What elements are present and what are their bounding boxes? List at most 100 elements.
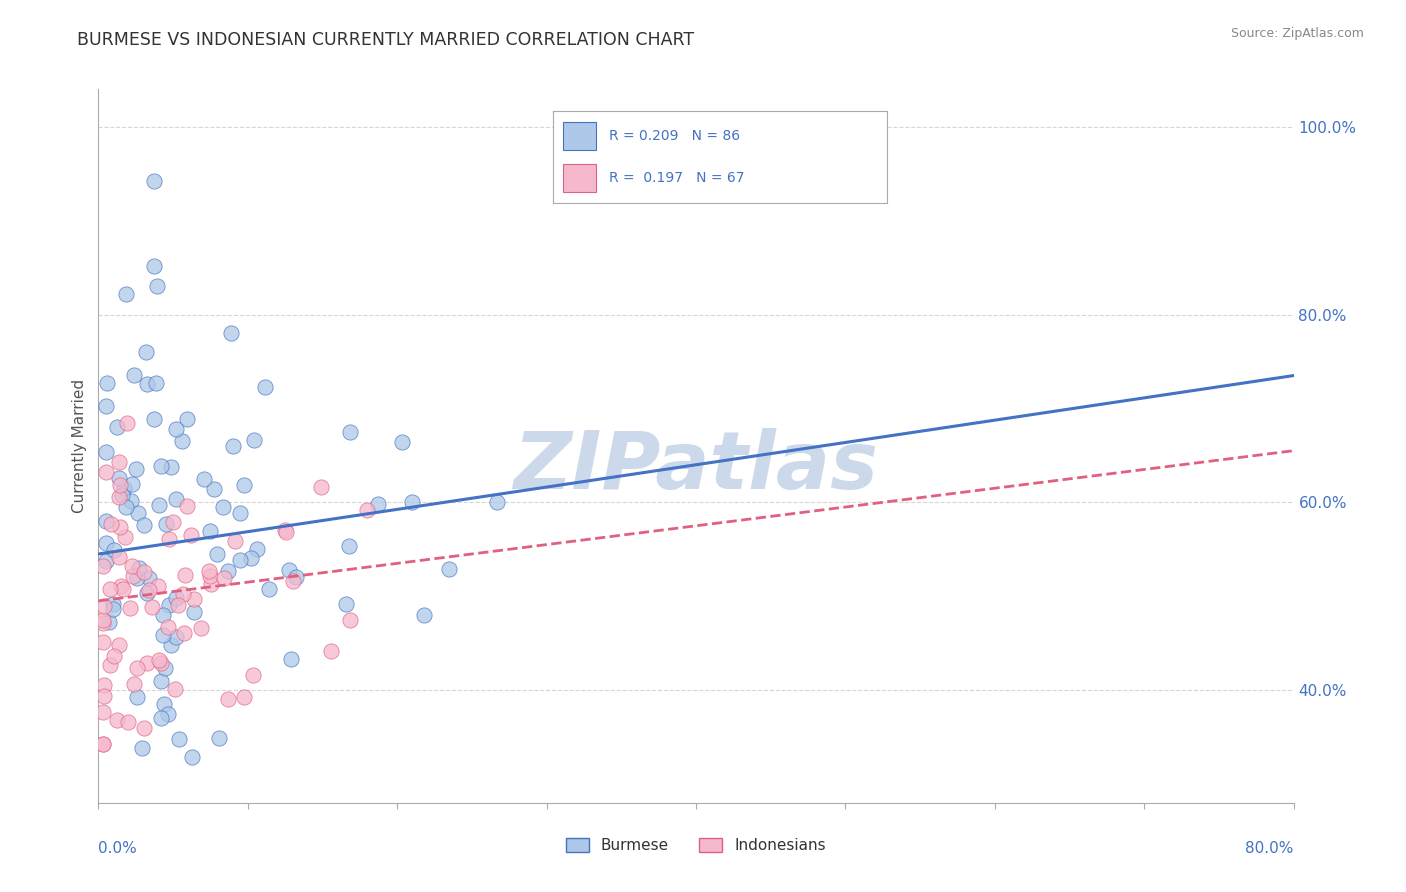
Text: ZIPatlas: ZIPatlas — [513, 428, 879, 507]
Point — [125, 571, 148, 585]
Point — [200, 524, 222, 538]
Text: Source: ZipAtlas.com: Source: ZipAtlas.com — [1230, 27, 1364, 40]
Point — [115, 500, 138, 514]
Point — [243, 433, 266, 447]
Point — [121, 477, 143, 491]
Point — [160, 638, 183, 652]
Point — [167, 598, 190, 612]
Point — [100, 516, 122, 531]
Point — [280, 651, 302, 665]
Point — [108, 471, 131, 485]
Point — [91, 614, 114, 628]
Point — [148, 653, 170, 667]
Point — [162, 515, 184, 529]
Point — [145, 279, 167, 293]
Point — [339, 425, 361, 439]
Point — [165, 630, 187, 644]
Point — [401, 495, 423, 509]
Point — [127, 506, 149, 520]
Point — [120, 600, 142, 615]
Point — [212, 500, 235, 515]
Point — [101, 602, 124, 616]
Point — [114, 287, 136, 301]
Point — [122, 368, 145, 382]
Point — [127, 660, 149, 674]
Point — [91, 559, 114, 574]
Point — [148, 499, 170, 513]
Point — [120, 494, 142, 508]
Point — [173, 587, 195, 601]
Point — [240, 551, 263, 566]
Point — [169, 732, 191, 747]
Point — [156, 620, 179, 634]
Point — [91, 706, 114, 720]
Point — [91, 737, 114, 751]
Point — [200, 576, 222, 591]
Point — [94, 554, 117, 568]
Point — [183, 605, 205, 619]
Point — [180, 528, 202, 542]
Point — [117, 715, 139, 730]
Point — [94, 535, 117, 549]
Text: 80.0%: 80.0% — [1246, 841, 1294, 855]
Point — [136, 377, 159, 392]
Point — [391, 435, 413, 450]
Point — [97, 615, 120, 629]
Point — [122, 568, 145, 582]
Point — [183, 591, 205, 606]
Point — [165, 591, 187, 606]
Point — [156, 707, 179, 722]
Text: BURMESE VS INDONESIAN CURRENTLY MARRIED CORRELATION CHART: BURMESE VS INDONESIAN CURRENTLY MARRIED … — [77, 31, 695, 49]
Point — [143, 259, 166, 273]
Point — [335, 597, 357, 611]
Point — [138, 572, 160, 586]
Point — [412, 608, 434, 623]
Point — [107, 490, 129, 504]
Point — [150, 459, 173, 474]
Point — [229, 552, 252, 566]
Point — [93, 635, 115, 649]
Point — [132, 518, 155, 533]
Point — [170, 434, 193, 448]
Point — [103, 542, 125, 557]
Point — [207, 731, 229, 746]
Point — [114, 530, 136, 544]
Point — [125, 461, 148, 475]
Point — [96, 376, 118, 390]
Point — [91, 616, 114, 631]
Point — [108, 477, 131, 491]
Point — [232, 690, 254, 704]
Legend: Burmese, Indonesians: Burmese, Indonesians — [560, 832, 832, 859]
Point — [176, 499, 198, 513]
Point — [165, 422, 187, 436]
Text: 0.0%: 0.0% — [98, 841, 138, 855]
Point — [111, 582, 134, 596]
Point — [94, 400, 117, 414]
Point — [138, 583, 160, 598]
Point — [153, 698, 176, 712]
Point — [98, 657, 121, 672]
Point — [112, 481, 135, 495]
Point — [107, 638, 129, 652]
Point — [229, 506, 252, 520]
Point — [217, 564, 239, 578]
Point — [93, 678, 115, 692]
Point — [217, 692, 239, 706]
Point — [96, 465, 118, 479]
Point — [131, 741, 153, 756]
Point — [108, 454, 131, 468]
Point — [128, 561, 150, 575]
Point — [242, 668, 264, 682]
Point — [190, 621, 212, 635]
Point — [91, 737, 114, 751]
Point — [356, 503, 378, 517]
Point — [111, 488, 134, 502]
Point — [155, 516, 177, 531]
Point — [277, 564, 299, 578]
Point — [108, 549, 131, 564]
Point — [143, 174, 166, 188]
Point — [181, 749, 204, 764]
Point — [246, 541, 269, 556]
Point — [134, 566, 156, 580]
Point — [157, 598, 180, 612]
